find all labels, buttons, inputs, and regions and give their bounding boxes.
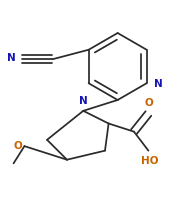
Text: N: N (79, 96, 88, 106)
Text: N: N (7, 53, 15, 63)
Text: O: O (145, 98, 154, 108)
Text: N: N (154, 79, 163, 89)
Text: HO: HO (141, 156, 158, 166)
Text: O: O (14, 141, 23, 151)
